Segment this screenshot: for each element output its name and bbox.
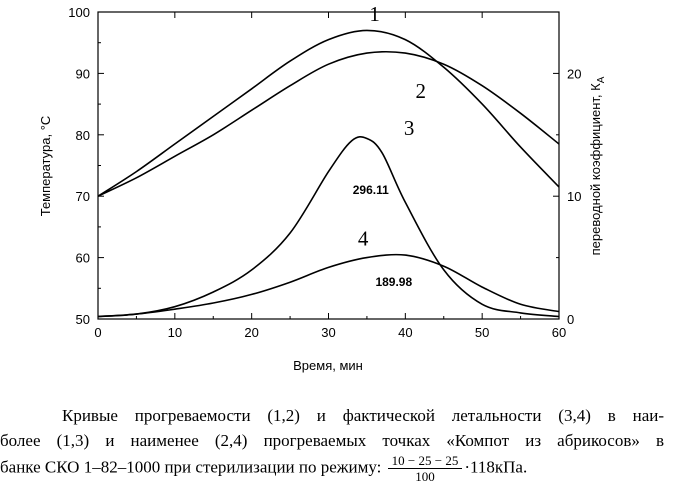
data-annotation: 296.11 xyxy=(353,183,389,197)
caption-line-3-prefix: банке СКО 1–82–1000 при стерилизации по … xyxy=(0,457,381,476)
x-tick-label: 20 xyxy=(244,325,258,340)
fraction-denominator: 100 xyxy=(388,469,463,484)
x-axis-title: Время, мин xyxy=(293,358,363,373)
x-tick-label: 50 xyxy=(475,325,489,340)
fraction-numerator: 10 − 25 − 25 xyxy=(388,453,463,469)
ticks xyxy=(98,12,559,319)
caption-line-2: более (1,3) и наименее (2,4) прогреваемы… xyxy=(0,428,664,453)
chart: 0 10 20 30 40 50 60 50 60 70 80 90 100 0 10 20 1 23 4 296… xyxy=(0,0,682,400)
x-tick-label: 30 xyxy=(321,325,335,340)
curves xyxy=(98,30,559,316)
y-right-tick-label: 20 xyxy=(567,66,581,81)
y-right-tick-label: 10 xyxy=(567,189,581,204)
figure-caption: Кривые прогреваемости (1,2) и фактическо… xyxy=(62,403,664,484)
y-left-tick-label: 100 xyxy=(68,5,90,20)
x-tick-label: 40 xyxy=(398,325,412,340)
y-left-tick-label: 50 xyxy=(76,312,90,327)
x-tick-label: 0 xyxy=(94,325,101,340)
y-left-tick-label: 60 xyxy=(76,251,90,266)
y-left-tick-label: 70 xyxy=(76,189,90,204)
series-label-2: 2 xyxy=(415,79,426,103)
x-tick-label: 10 xyxy=(168,325,182,340)
regime-fraction: 10 − 25 − 25100 xyxy=(388,453,463,484)
x-tick-label: 60 xyxy=(552,325,566,340)
y-left-tick-label: 80 xyxy=(76,128,90,143)
series-curve-3 xyxy=(98,137,559,317)
y-right-axis-title-sub: А xyxy=(596,76,607,83)
series-label-3: 3 xyxy=(404,116,415,140)
series-label-4: 4 xyxy=(358,226,369,250)
y-right-tick-label: 0 xyxy=(567,312,574,327)
series-curve-2 xyxy=(98,52,559,196)
y-right-axis-title: переводной коэффициент, КА xyxy=(588,76,607,255)
caption-line-3-suffix: ·118кПа. xyxy=(464,457,527,476)
y-left-tick-label: 90 xyxy=(76,66,90,81)
plot-frame xyxy=(98,12,559,319)
data-annotation: 189.98 xyxy=(375,275,412,289)
y-right-axis-title-main: переводной коэффициент, К xyxy=(588,83,603,256)
caption-line-3: банке СКО 1–82–1000 при стерилизации по … xyxy=(0,453,664,484)
series-labels: 1 23 4 xyxy=(358,2,426,250)
series-label-1: 1 xyxy=(369,2,380,26)
caption-line-1: Кривые прогреваемости (1,2) и фактическо… xyxy=(62,403,664,428)
y-left-axis-title: Температура, °С xyxy=(38,116,53,217)
